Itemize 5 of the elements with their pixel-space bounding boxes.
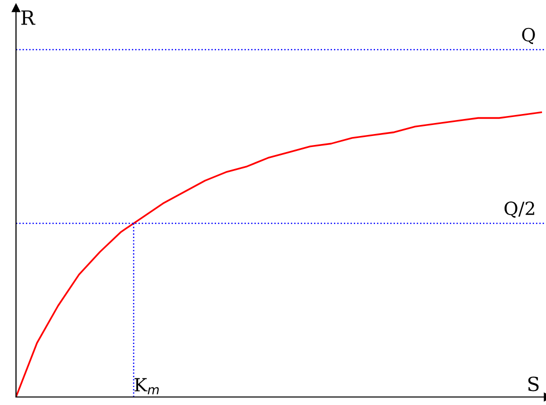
y-axis-title: R [21,10,36,25]
x-axis-title: S [528,376,539,392]
ref-line-label: Q/2 [504,202,534,218]
ref-line-label: Q [522,28,535,44]
annotation: K$_{m}$ [134,378,159,394]
